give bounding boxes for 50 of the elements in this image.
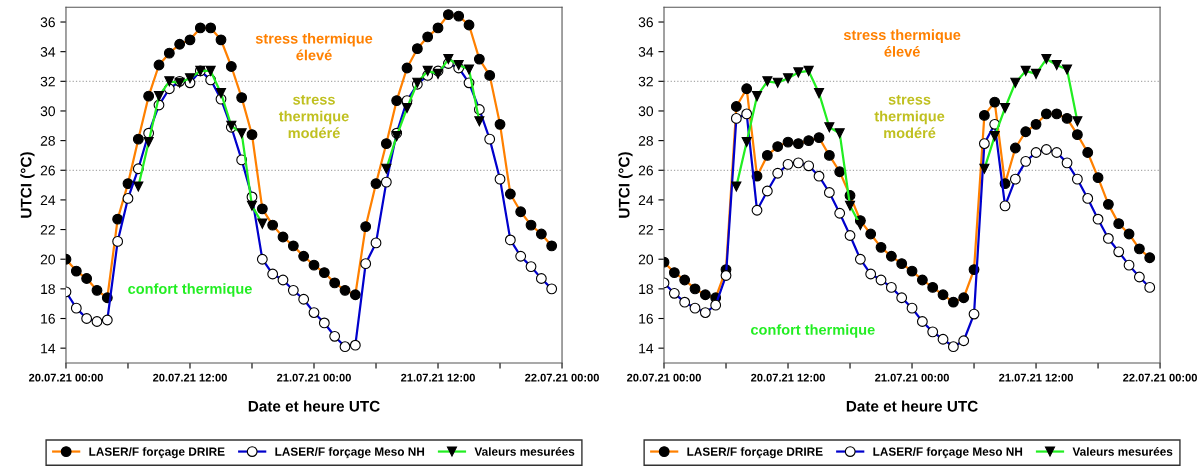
y-tick-label: 36 bbox=[40, 17, 55, 28]
x-tick-label: 21.07.21 00:00 bbox=[875, 373, 949, 382]
y-tick-label: 22 bbox=[638, 224, 653, 235]
y-tick-label: 30 bbox=[40, 106, 56, 117]
legend-label: Valeurs mesurées bbox=[474, 447, 575, 456]
x-tick-label: 20.07.21 12:00 bbox=[751, 373, 825, 382]
y-tick-label: 18 bbox=[41, 284, 55, 295]
annotation: stress thermique élevé bbox=[255, 32, 373, 61]
y-tick-label: 34 bbox=[638, 47, 654, 57]
x-axis-title: Date et heure UTC bbox=[846, 400, 978, 412]
legend-label: LASER/F forçage DRIRE bbox=[89, 447, 225, 459]
y-tick-label: 28 bbox=[638, 135, 653, 146]
annotation: stress thermique élevé bbox=[843, 29, 961, 57]
y-tick-label: 32 bbox=[638, 76, 653, 87]
y-tick-label: 18 bbox=[639, 284, 653, 295]
x-tick-label: 20.07.21 00:00 bbox=[627, 373, 701, 382]
x-axis-title: Date et heure UTC bbox=[248, 400, 380, 412]
y-tick-label: 36 bbox=[638, 17, 653, 28]
annotation: stress thermique modéré bbox=[874, 94, 945, 139]
x-tick-label: 22.07.21 00:00 bbox=[1123, 373, 1197, 382]
y-tick-label: 14 bbox=[41, 343, 56, 354]
x-tick-label: 21.07.21 12:00 bbox=[999, 373, 1073, 382]
legend-label: LASER/F forçage Meso NH bbox=[873, 447, 1023, 459]
y-tick-label: 16 bbox=[41, 313, 55, 324]
x-tick-label: 21.07.21 00:00 bbox=[277, 373, 351, 382]
legend-label: LASER/F forçage Meso NH bbox=[275, 447, 425, 459]
y-axis-title: UTCI (°C) bbox=[20, 152, 35, 218]
y-tick-label: 34 bbox=[40, 47, 56, 57]
legend-label: Valeurs mesurées bbox=[1072, 447, 1173, 456]
x-tick-label: 22.07.21 00:00 bbox=[525, 373, 599, 382]
y-tick-label: 20 bbox=[638, 254, 654, 265]
x-tick-label: 21.07.21 12:00 bbox=[401, 373, 475, 382]
y-tick-label: 24 bbox=[638, 195, 654, 205]
y-tick-label: 26 bbox=[40, 165, 55, 176]
y-tick-label: 22 bbox=[40, 224, 55, 235]
annotation: stress thermique modéré bbox=[278, 94, 349, 139]
annotation: confort thermique bbox=[751, 324, 875, 338]
y-tick-label: 14 bbox=[639, 343, 654, 354]
y-tick-label: 20 bbox=[40, 254, 56, 265]
y-tick-label: 28 bbox=[40, 135, 55, 146]
x-tick-label: 20.07.21 00:00 bbox=[28, 373, 103, 382]
legend-label: LASER/F forçage DRIRE bbox=[687, 447, 823, 459]
y-tick-label: 24 bbox=[40, 195, 56, 205]
y-tick-label: 16 bbox=[639, 313, 653, 324]
y-tick-label: 32 bbox=[40, 76, 55, 87]
y-tick-label: 30 bbox=[638, 106, 654, 117]
x-tick-label: 20.07.21 12:00 bbox=[153, 373, 227, 382]
y-tick-label: 26 bbox=[638, 165, 653, 176]
annotation: confort thermique bbox=[128, 283, 252, 297]
y-axis-title: UTCI (°C) bbox=[618, 152, 633, 218]
